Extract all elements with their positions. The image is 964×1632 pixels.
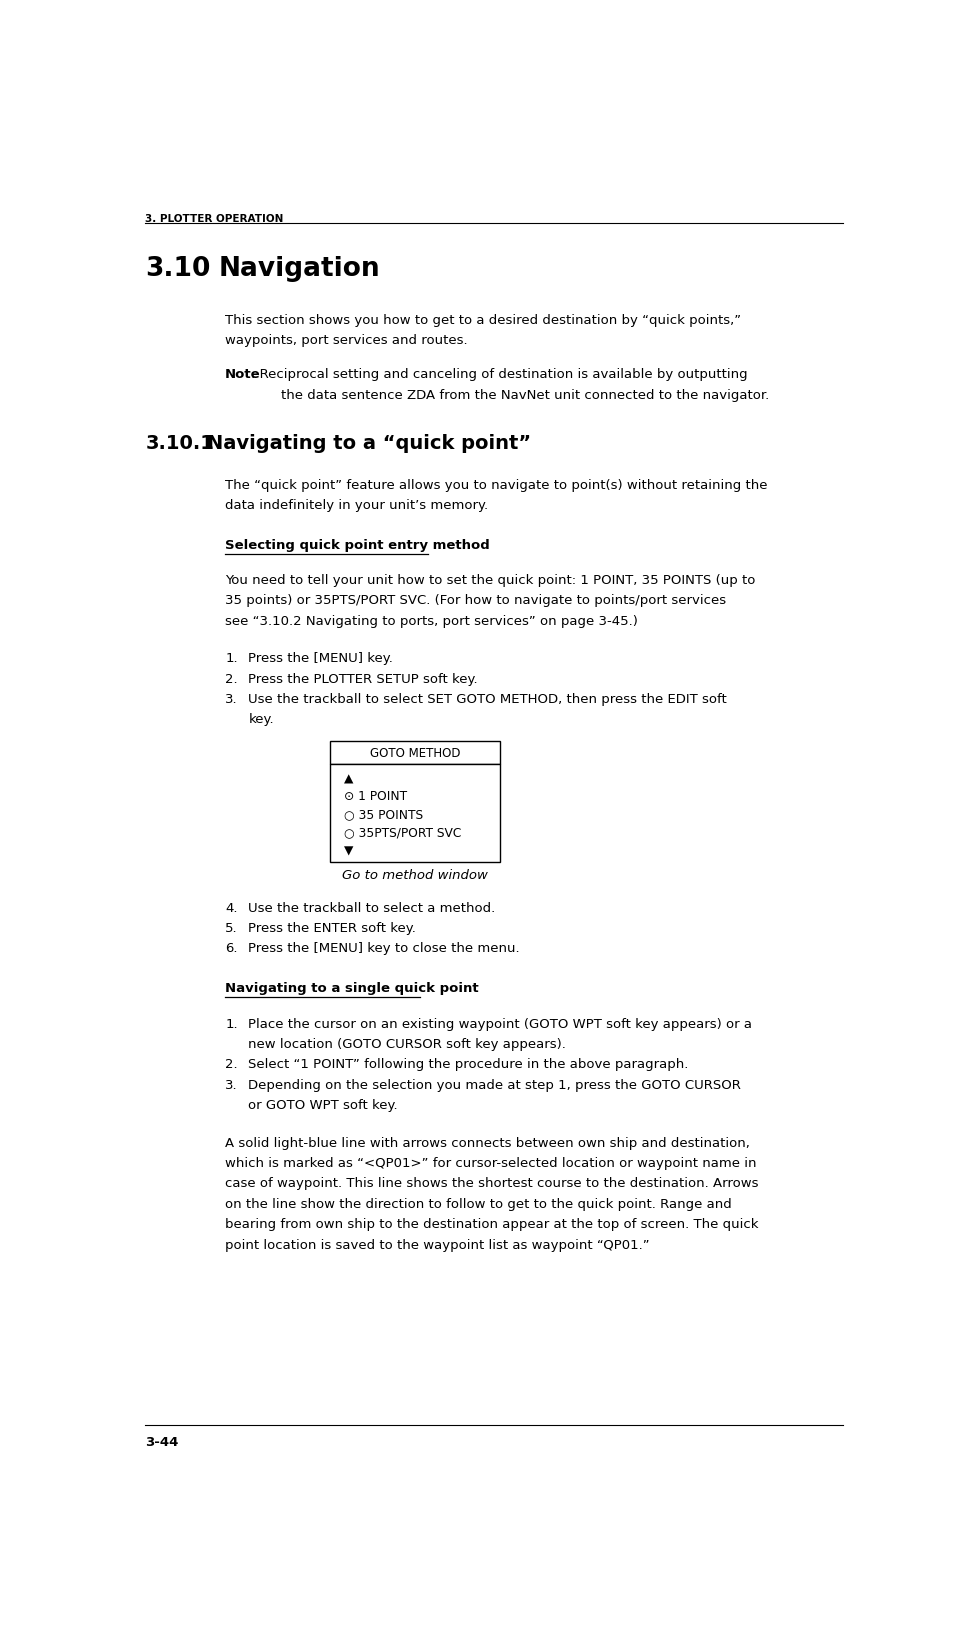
Text: 2.: 2. xyxy=(226,1058,238,1071)
Text: bearing from own ship to the destination appear at the top of screen. The quick: bearing from own ship to the destination… xyxy=(226,1217,759,1231)
Text: You need to tell your unit how to set the quick point: 1 POINT, 35 POINTS (up to: You need to tell your unit how to set th… xyxy=(226,574,756,586)
Text: Note: Note xyxy=(226,369,260,382)
Text: 6.: 6. xyxy=(226,942,237,955)
Text: key.: key. xyxy=(249,713,274,726)
Text: 3.: 3. xyxy=(226,692,238,705)
FancyBboxPatch shape xyxy=(330,764,500,863)
Text: 3. PLOTTER OPERATION: 3. PLOTTER OPERATION xyxy=(146,214,283,224)
Text: the data sentence ZDA from the NavNet unit connected to the navigator.: the data sentence ZDA from the NavNet un… xyxy=(281,388,769,401)
Text: 3.10: 3.10 xyxy=(146,256,211,282)
Text: 1.: 1. xyxy=(226,651,238,664)
Text: which is marked as “<QP01>” for cursor-selected location or waypoint name in: which is marked as “<QP01>” for cursor-s… xyxy=(226,1155,757,1169)
Text: The “quick point” feature allows you to navigate to point(s) without retaining t: The “quick point” feature allows you to … xyxy=(226,478,767,491)
Text: Selecting quick point entry method: Selecting quick point entry method xyxy=(226,539,490,552)
Text: Press the PLOTTER SETUP soft key.: Press the PLOTTER SETUP soft key. xyxy=(249,672,478,685)
Text: Go to method window: Go to method window xyxy=(342,868,488,881)
Text: This section shows you how to get to a desired destination by “quick points,”: This section shows you how to get to a d… xyxy=(226,313,741,326)
FancyBboxPatch shape xyxy=(330,741,500,764)
Text: Press the [MENU] key to close the menu.: Press the [MENU] key to close the menu. xyxy=(249,942,520,955)
Text: 3-44: 3-44 xyxy=(146,1436,178,1449)
Text: 1.: 1. xyxy=(226,1017,238,1030)
Text: on the line show the direction to follow to get to the quick point. Range and: on the line show the direction to follow… xyxy=(226,1196,732,1209)
Text: : Reciprocal setting and canceling of destination is available by outputting: : Reciprocal setting and canceling of de… xyxy=(251,369,747,382)
Text: Select “1 POINT” following the procedure in the above paragraph.: Select “1 POINT” following the procedure… xyxy=(249,1058,688,1071)
Text: 35 points) or 35PTS/PORT SVC. (For how to navigate to points/port services: 35 points) or 35PTS/PORT SVC. (For how t… xyxy=(226,594,726,607)
Text: Depending on the selection you made at step 1, press the GOTO CURSOR: Depending on the selection you made at s… xyxy=(249,1079,741,1092)
Text: Navigating to a “quick point”: Navigating to a “quick point” xyxy=(207,434,531,452)
Text: data indefinitely in your unit’s memory.: data indefinitely in your unit’s memory. xyxy=(226,499,488,512)
Text: point location is saved to the waypoint list as waypoint “QP01.”: point location is saved to the waypoint … xyxy=(226,1237,650,1250)
Text: or GOTO WPT soft key.: or GOTO WPT soft key. xyxy=(249,1098,398,1111)
Text: Use the trackball to select SET GOTO METHOD, then press the EDIT soft: Use the trackball to select SET GOTO MET… xyxy=(249,692,727,705)
Text: new location (GOTO CURSOR soft key appears).: new location (GOTO CURSOR soft key appea… xyxy=(249,1038,566,1051)
Text: Place the cursor on an existing waypoint (GOTO WPT soft key appears) or a: Place the cursor on an existing waypoint… xyxy=(249,1017,752,1030)
Text: 5.: 5. xyxy=(226,922,238,935)
Text: ▼: ▼ xyxy=(344,844,353,857)
Text: 3.: 3. xyxy=(226,1079,238,1092)
Text: 2.: 2. xyxy=(226,672,238,685)
Text: Navigation: Navigation xyxy=(219,256,381,282)
Text: Press the [MENU] key.: Press the [MENU] key. xyxy=(249,651,393,664)
Text: ○ 35PTS/PORT SVC: ○ 35PTS/PORT SVC xyxy=(344,826,461,839)
Text: ⊙ 1 POINT: ⊙ 1 POINT xyxy=(344,790,407,803)
Text: waypoints, port services and routes.: waypoints, port services and routes. xyxy=(226,335,468,348)
Text: 4.: 4. xyxy=(226,901,237,914)
Text: A solid light-blue line with arrows connects between own ship and destination,: A solid light-blue line with arrows conn… xyxy=(226,1136,750,1149)
Text: Press the ENTER soft key.: Press the ENTER soft key. xyxy=(249,922,416,935)
Text: Use the trackball to select a method.: Use the trackball to select a method. xyxy=(249,901,495,914)
Text: case of waypoint. This line shows the shortest course to the destination. Arrows: case of waypoint. This line shows the sh… xyxy=(226,1177,759,1190)
Text: see “3.10.2 Navigating to ports, port services” on page 3-45.): see “3.10.2 Navigating to ports, port se… xyxy=(226,615,638,627)
Text: Navigating to a single quick point: Navigating to a single quick point xyxy=(226,981,479,994)
Text: ▲: ▲ xyxy=(344,772,353,785)
Text: 3.10.1: 3.10.1 xyxy=(146,434,214,452)
Text: ○ 35 POINTS: ○ 35 POINTS xyxy=(344,808,423,821)
Text: GOTO METHOD: GOTO METHOD xyxy=(370,746,460,759)
